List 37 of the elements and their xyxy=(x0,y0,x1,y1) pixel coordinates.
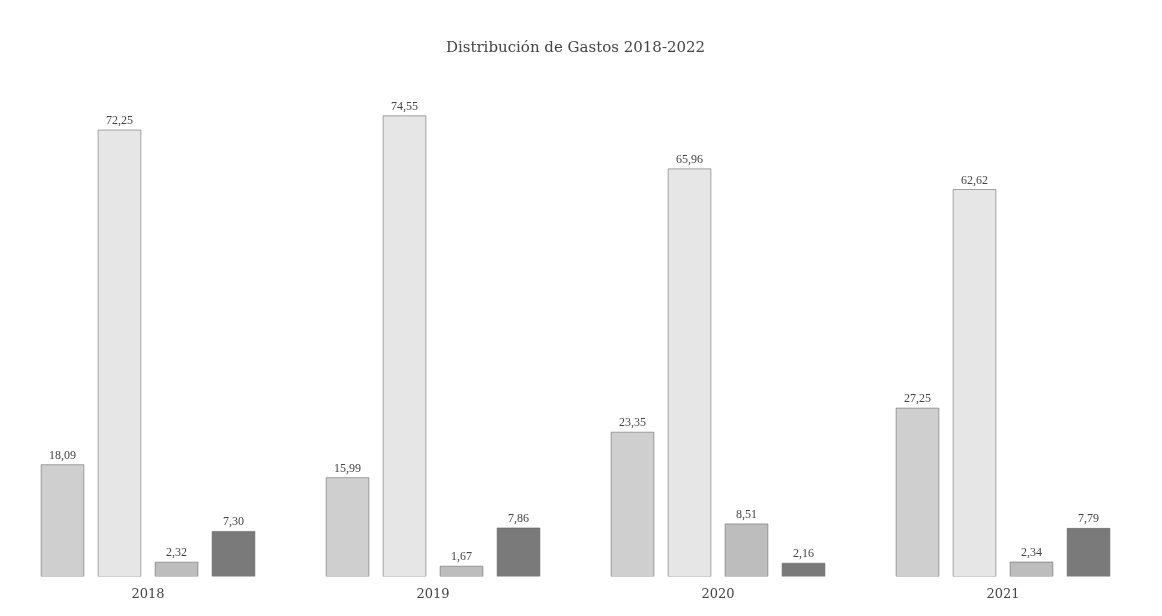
data-label: 27,25 xyxy=(904,391,931,406)
data-label: 2,34 xyxy=(1021,545,1042,560)
x-tick-label: 2018 xyxy=(131,585,165,601)
bar xyxy=(154,561,199,577)
data-label: 72,25 xyxy=(106,113,133,127)
chart-title: Distribución de Gastos 2018-2022 xyxy=(445,37,706,56)
x-tick-label: 2019 xyxy=(416,585,450,601)
data-label: 18,09 xyxy=(49,447,76,462)
bar xyxy=(382,115,427,577)
bar xyxy=(439,565,484,577)
bar xyxy=(781,562,826,577)
x-tick-label: 2021 xyxy=(986,585,1020,601)
data-label: 62,62 xyxy=(961,172,988,187)
bar xyxy=(952,189,997,577)
x-tick-label: 2020 xyxy=(701,585,735,601)
data-label: 65,96 xyxy=(676,151,703,166)
data-label: 7,79 xyxy=(1078,511,1099,526)
bar xyxy=(1009,561,1054,577)
data-label: 7,30 xyxy=(223,514,244,529)
bar xyxy=(1066,528,1111,577)
bar xyxy=(97,129,142,577)
data-label: 23,35 xyxy=(619,415,646,430)
data-label: 74,55 xyxy=(391,98,418,113)
bar xyxy=(325,477,370,577)
data-label: 2,16 xyxy=(793,546,814,561)
data-label: 2,32 xyxy=(166,545,187,560)
bar xyxy=(667,168,712,577)
bar xyxy=(211,531,256,577)
bar xyxy=(724,523,769,577)
bar xyxy=(895,407,940,577)
bar xyxy=(40,464,85,577)
bar xyxy=(496,527,541,577)
data-label: 7,86 xyxy=(508,510,529,525)
data-label: 1,67 xyxy=(451,549,472,564)
bar xyxy=(610,431,655,577)
data-label: 15,99 xyxy=(334,460,361,475)
data-label: 8,51 xyxy=(736,506,757,521)
